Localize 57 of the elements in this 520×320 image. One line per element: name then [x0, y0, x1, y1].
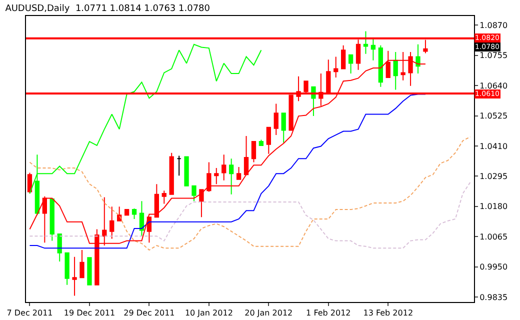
y-tick-label: 1.0755	[480, 51, 508, 60]
candlestick	[251, 141, 256, 163]
y-tick-label: 1.0640	[480, 81, 508, 90]
candlestick	[348, 54, 354, 74]
y-tick-label: 1.0180	[480, 202, 508, 212]
candlestick	[258, 139, 264, 146]
candlestick	[341, 44, 346, 70]
candlestick	[214, 168, 219, 185]
candlestick	[274, 103, 278, 136]
chart-title: AUDUSD,Daily 1.0771 1.0814 1.0763 1.0780	[5, 4, 210, 14]
candlestick	[132, 208, 137, 220]
candlestick	[64, 252, 70, 286]
y-tick-label: 1.0525	[480, 112, 508, 121]
candlestick	[110, 206, 114, 240]
candlestick	[124, 209, 130, 216]
candlestick	[154, 184, 159, 218]
candlestick	[50, 198, 54, 242]
candlestick	[378, 44, 383, 88]
y-tick-label: 1.0295	[480, 172, 508, 181]
x-tick-label: 7 Dec 2011	[6, 308, 53, 318]
candlestick	[139, 200, 144, 237]
candlestick	[169, 152, 174, 195]
candlestick	[80, 250, 84, 278]
candlestick	[416, 44, 420, 74]
y-tick-label: 1.0410	[480, 142, 508, 151]
x-tick-label: 13 Feb 2012	[363, 308, 414, 318]
candlestick	[199, 189, 204, 218]
y-tick-label: 1.0065	[480, 232, 508, 242]
line-series	[29, 94, 426, 249]
y-tick-label: 0.9950	[480, 262, 508, 272]
line-series	[29, 136, 471, 250]
candlestick	[266, 126, 271, 154]
line-series	[29, 182, 471, 249]
candlestick	[87, 257, 92, 286]
candlestick	[334, 56, 338, 78]
x-tick-label: 10 Jan 2012	[184, 308, 233, 318]
y-tick-label: 0.9835	[480, 292, 508, 302]
candlestick	[192, 185, 196, 202]
candlestick	[393, 51, 398, 90]
candlestick	[57, 233, 62, 262]
x-tick-label: 29 Dec 2011	[124, 308, 175, 318]
candlestick	[281, 112, 286, 144]
x-tick-label: 1 Feb 2012	[306, 308, 351, 318]
candlestick	[184, 156, 189, 186]
y-tick-label: 1.0870	[480, 20, 508, 30]
candlestick	[370, 37, 376, 61]
candlestick	[176, 155, 182, 176]
candlestick	[222, 154, 226, 181]
candlestick	[162, 190, 166, 204]
candlestick	[229, 158, 234, 195]
candlestick	[236, 166, 242, 180]
x-tick-label: 19 Dec 2011	[64, 308, 116, 318]
candlestick	[72, 256, 77, 296]
candlestick	[244, 136, 249, 176]
candlestick	[363, 30, 368, 54]
x-tick-label: 20 Jan 2012	[244, 308, 293, 318]
candlestick	[206, 162, 212, 192]
